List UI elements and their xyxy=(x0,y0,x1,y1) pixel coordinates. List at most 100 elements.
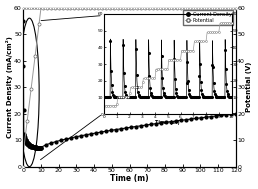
Point xyxy=(25,119,29,122)
Point xyxy=(134,86,139,89)
Point xyxy=(210,31,214,34)
Point xyxy=(115,102,119,105)
Point xyxy=(96,6,101,9)
Point xyxy=(166,6,171,9)
Point xyxy=(142,6,146,9)
Point xyxy=(193,6,197,9)
Point xyxy=(33,146,37,149)
Point xyxy=(147,77,151,80)
Point xyxy=(34,146,38,149)
Point xyxy=(175,6,179,9)
Point xyxy=(149,123,153,126)
Point xyxy=(39,146,43,149)
Point xyxy=(34,146,38,149)
Point xyxy=(199,116,203,119)
Point xyxy=(49,6,53,9)
Point xyxy=(33,146,37,149)
Point xyxy=(51,6,55,9)
Point xyxy=(86,6,90,9)
Point xyxy=(121,95,125,98)
Point xyxy=(91,6,95,9)
Point xyxy=(195,40,199,43)
Point xyxy=(227,22,231,25)
Point xyxy=(80,6,84,9)
Point xyxy=(24,139,28,142)
Point xyxy=(134,125,138,128)
Point xyxy=(136,86,141,89)
Point xyxy=(223,6,227,9)
Point xyxy=(75,6,79,9)
Point xyxy=(41,6,45,9)
Point xyxy=(229,22,233,25)
Point xyxy=(45,6,49,9)
Point xyxy=(29,145,33,148)
Point xyxy=(24,139,28,142)
Point xyxy=(185,6,189,9)
Point xyxy=(21,19,25,22)
Point xyxy=(38,146,43,149)
Point xyxy=(61,6,66,9)
Point xyxy=(28,144,32,147)
Point xyxy=(53,6,57,9)
Point xyxy=(193,40,197,43)
Point xyxy=(104,104,108,107)
Point xyxy=(102,6,106,9)
Point xyxy=(173,58,178,61)
Point xyxy=(183,6,187,9)
Point xyxy=(107,6,111,9)
Point xyxy=(126,95,130,98)
Point xyxy=(214,31,219,34)
Point xyxy=(22,134,26,137)
Point xyxy=(36,146,40,149)
Point xyxy=(167,6,171,9)
Point xyxy=(94,131,98,134)
Point xyxy=(204,116,208,119)
Point xyxy=(27,144,31,147)
Point xyxy=(164,121,168,124)
Point xyxy=(209,6,214,9)
Point xyxy=(220,6,224,9)
Point xyxy=(114,128,118,131)
Point xyxy=(163,6,167,9)
Point xyxy=(113,6,117,9)
Y-axis label: Potential (V): Potential (V) xyxy=(246,62,252,112)
Point xyxy=(32,146,36,149)
Point xyxy=(182,49,186,52)
Point xyxy=(221,22,225,25)
Point xyxy=(34,146,38,149)
Point xyxy=(111,104,115,107)
Point xyxy=(30,145,34,148)
Point xyxy=(34,146,38,149)
Point xyxy=(135,6,139,9)
Point xyxy=(116,6,120,9)
Point xyxy=(130,86,134,89)
Legend: Current Density, Potential: Current Density, Potential xyxy=(183,10,233,25)
Point xyxy=(24,138,28,141)
Point xyxy=(171,6,175,9)
Point xyxy=(124,6,128,9)
Point xyxy=(139,86,143,89)
Point xyxy=(61,6,65,9)
Point xyxy=(161,6,165,9)
Point xyxy=(88,6,92,9)
Point xyxy=(191,49,195,52)
Point xyxy=(33,146,37,149)
Point xyxy=(32,146,36,149)
Point xyxy=(226,6,230,9)
Point xyxy=(31,146,35,149)
Point xyxy=(115,6,119,9)
Point xyxy=(31,146,35,149)
Point xyxy=(29,6,33,9)
Point xyxy=(43,6,47,9)
Point xyxy=(59,6,63,9)
Point xyxy=(26,142,30,145)
Point xyxy=(80,6,84,9)
Point xyxy=(184,49,188,52)
Point xyxy=(118,6,122,9)
Point xyxy=(188,49,192,52)
Point xyxy=(33,146,37,149)
Point xyxy=(165,67,169,70)
Point xyxy=(172,6,176,9)
Point xyxy=(129,6,133,9)
Point xyxy=(145,6,149,9)
